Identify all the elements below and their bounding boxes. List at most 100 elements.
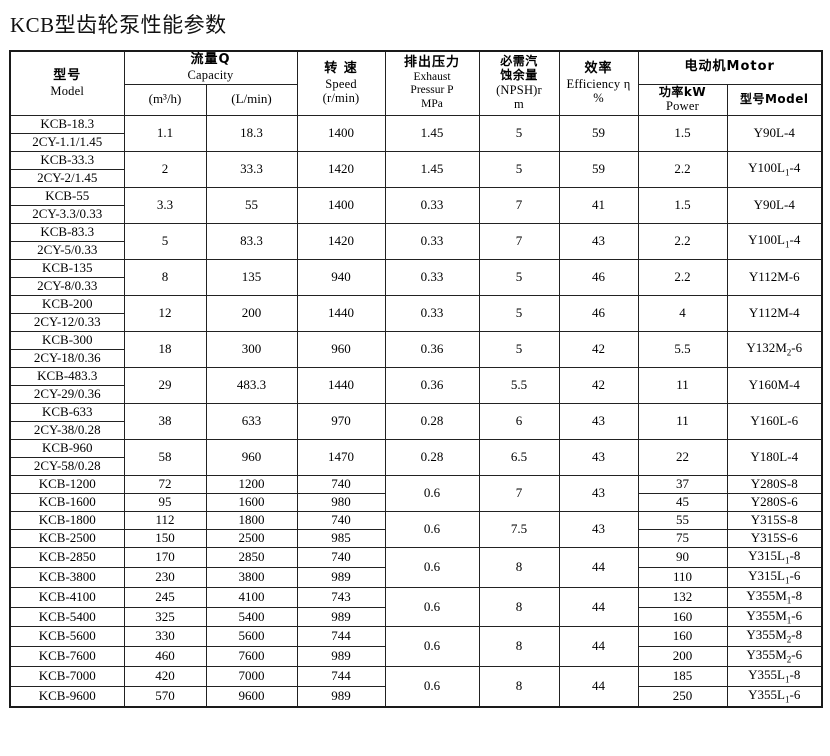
cell-capacity-m3h: 18: [123, 330, 207, 368]
cell-efficiency: 44: [558, 546, 639, 588]
cell-capacity-lmin: 2500: [205, 528, 298, 548]
cell-exhaust-pressure: 1.45: [384, 150, 480, 188]
header-exhaust-pressure: 排出压力 Exhaust Pressur P MPa: [384, 50, 480, 116]
header-motor-model: 型号Model: [726, 83, 823, 116]
header-motor-power-en: Power: [666, 99, 699, 114]
header-model-cn: 型号: [53, 67, 82, 83]
table-row: KCB-55 3.3 55 1400 0.33 7 41 1.5 Y90L-4: [9, 186, 823, 224]
cell-motor-power: 2.2: [637, 222, 728, 260]
cell-speed: 989: [296, 606, 386, 628]
table-row: 2CY-3.3/0.33: [9, 204, 822, 224]
cell-model-line2: 2CY-12/0.33: [9, 312, 125, 332]
cell-speed: 740: [296, 474, 386, 494]
cell-npsh: 7.5: [478, 510, 560, 548]
cell-speed: 1420: [296, 222, 386, 260]
table-row: 2CY-29/0.36: [9, 384, 822, 404]
cell-npsh: 7: [478, 222, 560, 260]
cell-capacity-lmin: 3800: [205, 566, 298, 588]
cell-motor-power: 2.2: [637, 258, 728, 296]
cell-model-line1: KCB-483.3: [9, 366, 125, 386]
table-row: KCB-200 12 200 1440 0.33 5 46 4 Y112M-4: [9, 294, 823, 332]
cell-efficiency: 43: [558, 474, 639, 512]
cell-efficiency: 43: [558, 402, 639, 440]
cell-model: KCB-7000: [9, 666, 125, 688]
cell-speed: 740: [296, 546, 386, 568]
cell-model: KCB-5400: [9, 606, 125, 628]
cell-motor-power: 90: [637, 546, 728, 568]
table-row: 2CY-2/1.45: [9, 168, 822, 188]
cell-capacity-lmin: 2850: [205, 546, 298, 568]
cell-npsh: 5: [478, 330, 560, 368]
cell-motor-power: 132: [637, 586, 728, 608]
cell-speed: 980: [296, 492, 386, 512]
table-row: 2CY-1.1/1.45: [9, 132, 822, 152]
cell-speed: 989: [296, 646, 386, 668]
cell-motor-model: Y315L1-6: [726, 566, 823, 588]
cell-model-line2: 2CY-18/0.36: [9, 348, 125, 368]
cell-exhaust-pressure: 0.28: [384, 438, 480, 476]
cell-speed: 960: [296, 330, 386, 368]
cell-capacity-lmin: 7600: [205, 646, 298, 668]
cell-motor-power: 1.5: [637, 186, 728, 224]
table-row: KCB-7600 460 7600 989 200 Y355M2-6: [9, 646, 823, 668]
cell-capacity-m3h: 170: [123, 546, 207, 568]
cell-motor-power: 160: [637, 626, 728, 648]
cell-model-line2: 2CY-5/0.33: [9, 240, 125, 260]
cell-capacity-m3h: 1.1: [123, 114, 207, 152]
cell-motor-model: Y315L1-8: [726, 546, 823, 568]
cell-capacity-m3h: 325: [123, 606, 207, 628]
cell-speed: 1440: [296, 294, 386, 332]
cell-exhaust-pressure: 1.45: [384, 114, 480, 152]
cell-motor-power: 37: [637, 474, 728, 494]
cell-model: KCB-9600: [9, 686, 125, 708]
cell-exhaust-pressure: 0.6: [384, 510, 480, 548]
cell-model: KCB-7600: [9, 646, 125, 668]
table-row: KCB-1800 112 1800 740 0.6 7.5 43 55 Y315S-8: [9, 510, 823, 548]
cell-npsh: 8: [478, 546, 560, 588]
cell-capacity-m3h: 8: [123, 258, 207, 296]
cell-motor-model: Y355L1-8: [726, 666, 823, 688]
table-row: KCB-18.3 1.1 18.3 1400 1.45 5 59 1.5 Y90L-4: [9, 114, 823, 152]
cell-npsh: 7: [478, 474, 560, 512]
cell-speed: 743: [296, 586, 386, 608]
cell-model: KCB-4100: [9, 586, 125, 608]
cell-efficiency: 43: [558, 222, 639, 260]
cell-motor-power: 2.2: [637, 150, 728, 188]
cell-model-line2: 2CY-58/0.28: [9, 456, 125, 476]
table-row: 2CY-12/0.33: [9, 312, 822, 332]
header-pressure-en2: Pressur P: [410, 84, 454, 97]
cell-npsh: 5.5: [478, 366, 560, 404]
cell-efficiency: 42: [558, 366, 639, 404]
pump-specification-table: 型号 Model 流量Q Capacity 转 速 Speed (r/min) …: [9, 50, 823, 709]
cell-efficiency: 43: [558, 438, 639, 476]
cell-motor-model: Y112M-4: [726, 294, 823, 332]
header-capacity: 流量Q Capacity: [123, 50, 298, 85]
table-row: 2CY-5/0.33: [9, 240, 822, 260]
cell-motor-model: Y90L-4: [726, 186, 823, 224]
cell-model-line1: KCB-83.3: [9, 222, 125, 242]
cell-capacity-lmin: 633: [205, 402, 298, 440]
cell-motor-model: Y100L1-4: [726, 222, 823, 260]
cell-model-line2: 2CY-8/0.33: [9, 276, 125, 296]
cell-npsh: 8: [478, 586, 560, 628]
cell-motor-model: Y100L1-4: [726, 150, 823, 188]
header-npsh-cn2: 蚀余量: [500, 68, 538, 83]
table-row: KCB-7000 420 7000 744 0.6 8 44 185 Y355L1-8: [9, 666, 823, 708]
cell-exhaust-pressure: 0.36: [384, 366, 480, 404]
header-npsh-en: (NPSH)r: [496, 82, 542, 97]
header-npsh: 必需汽 蚀余量 (NPSH)r m: [478, 50, 560, 116]
table-row: KCB-5600 330 5600 744 0.6 8 44 160 Y355M2-8: [9, 626, 823, 668]
table-row: KCB-9600 570 9600 989 250 Y355L1-6: [9, 686, 823, 708]
cell-npsh: 8: [478, 666, 560, 708]
table-body: KCB-18.3 1.1 18.3 1400 1.45 5 59 1.5 Y90L-4 2CY-1…: [9, 114, 823, 708]
cell-npsh: 6.5: [478, 438, 560, 476]
header-efficiency-cn: 效率: [584, 60, 613, 76]
cell-capacity-m3h: 5: [123, 222, 207, 260]
cell-exhaust-pressure: 0.33: [384, 258, 480, 296]
cell-capacity-m3h: 58: [123, 438, 207, 476]
header-motor-cn: 电动机Motor: [684, 59, 775, 75]
cell-capacity-m3h: 420: [123, 666, 207, 688]
cell-speed: 985: [296, 528, 386, 548]
cell-speed: 940: [296, 258, 386, 296]
cell-motor-model: Y90L-4: [726, 114, 823, 152]
